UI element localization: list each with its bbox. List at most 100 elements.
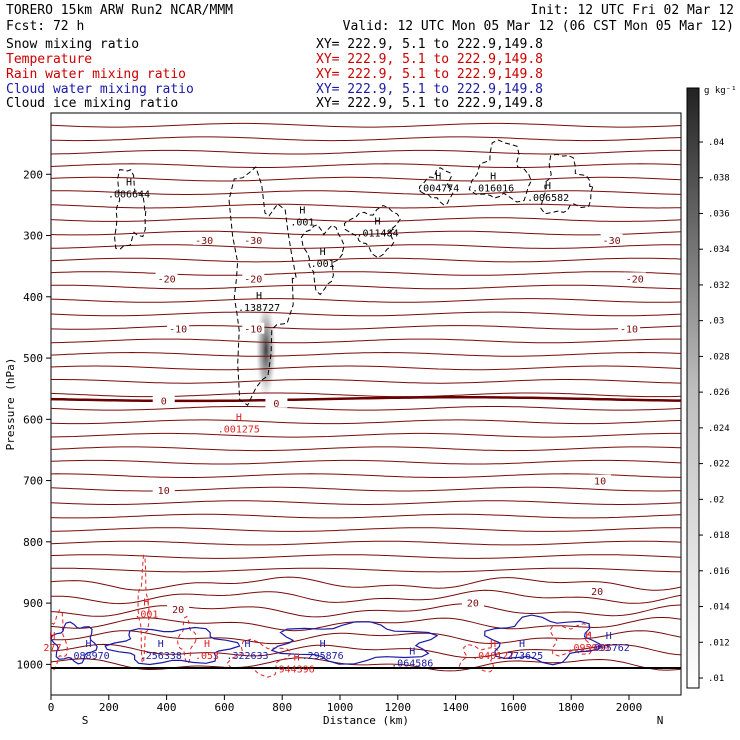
- isotherm-line: [51, 527, 681, 532]
- x-axis-label: Distance (km): [323, 714, 409, 727]
- cloud_water-maximum-marker: H: [320, 639, 326, 650]
- isotherm-line: [51, 284, 681, 290]
- plot-area: -30 -30 -30-20 -20 -20-10 -10 -100 01010202020 …: [43, 112, 682, 696]
- contour-labels: -30 -30 -30 -20 -20 -20 -10 -10 -10 0 0 10 10 20 20 20: [152, 233, 646, 616]
- rain-maximum-marker: H: [294, 652, 300, 663]
- y-tick-label: 800: [23, 536, 43, 549]
- field-name-snow: Snow mixing ratio: [6, 37, 139, 52]
- cloud_water-maximum-marker: H: [244, 639, 250, 650]
- isotherm-line: [51, 311, 681, 317]
- x-tick-label: 1600: [500, 701, 527, 714]
- rain-contour: [226, 638, 292, 678]
- rain-contour: [137, 554, 150, 664]
- contour-label-bg: [600, 233, 623, 245]
- contour-label-bg: [152, 394, 175, 406]
- temperature-contour-label: 0: [273, 399, 279, 410]
- temperature-contours: [51, 122, 681, 672]
- isotherm-line: [51, 554, 681, 559]
- snow-contour: [468, 139, 532, 203]
- cloud-water-contours: [51, 614, 601, 666]
- isotherm-line: [51, 500, 681, 505]
- contour-label-bg: [193, 233, 216, 245]
- rain-contour: [458, 644, 499, 673]
- header: TORERO 15km ARW Run2 NCAR/MMM Init: 12 U…: [0, 0, 740, 112]
- isotherm-line: [51, 567, 681, 573]
- snow-maximum-value: .001: [311, 259, 335, 270]
- cloud_water-maximum-marker: H: [606, 631, 612, 642]
- y-axis-label: Pressure (hPa): [4, 358, 17, 451]
- temperature-contour-label: -10: [620, 325, 638, 336]
- contour-label-bg: [623, 272, 646, 284]
- field-name-cloud-water: Cloud water mixing ratio: [6, 82, 194, 97]
- snow-maximum-value: .004774: [417, 184, 459, 195]
- contour-label-bg: [461, 596, 484, 608]
- x-tick-label: 800: [272, 701, 292, 714]
- temperature-contour-label: -20: [244, 274, 262, 285]
- isotherm-line: [51, 603, 681, 618]
- isotherm-line: [51, 136, 681, 142]
- temperature-contour-label: -10: [169, 325, 187, 336]
- colorbar-tick-label: .038: [708, 174, 730, 184]
- snow-contour: [114, 169, 147, 250]
- isotherm-line: [51, 230, 681, 236]
- init-time: Init: 12 UTC Fri 02 Mar 12: [531, 3, 735, 18]
- cloud_water-maximum-value: .088970: [67, 651, 109, 662]
- snow-maximum-value: .006582: [527, 193, 569, 204]
- cloud_water-maximum-marker: H: [519, 639, 525, 650]
- isotherm-line: [51, 589, 681, 605]
- contour-label-bg: [265, 396, 288, 408]
- snow-contours: [114, 139, 594, 406]
- temperature-contour-label: 0: [161, 396, 167, 407]
- isotherm-line: [51, 459, 681, 465]
- colorbar-tick-label: .028: [708, 352, 730, 362]
- rain-maximum-marker: H: [586, 631, 592, 642]
- temperature-contour-label: -20: [158, 274, 176, 285]
- cloud_water-maximum-value: .095762: [588, 643, 630, 654]
- snow-maximum-marker: H: [375, 216, 381, 227]
- temperature-contour-label: 20: [467, 598, 479, 609]
- cloud-water-contour: [484, 614, 601, 666]
- isotherm-line: [51, 257, 681, 263]
- rain-maximum-marker: H: [143, 597, 149, 608]
- temperature-contour-label: -30: [195, 236, 213, 247]
- cloud_water-maximum-marker: H: [86, 639, 92, 650]
- rain-maximum-value: .001: [134, 609, 158, 620]
- isotherm-line: [51, 176, 681, 182]
- temperature-contour-label: 20: [591, 587, 603, 598]
- y-axis-ticks: 200 300 400 500 600 700 800 900 1000: [17, 168, 51, 671]
- colorbar-unit: g kg⁻¹: [704, 86, 737, 96]
- contour-label-bg: [167, 603, 190, 615]
- isotherm-line: [51, 325, 681, 330]
- colorbar-tick-label: .022: [708, 460, 730, 470]
- snow-maximum-marker: H: [545, 181, 551, 192]
- rain-maximum-value: .095999: [567, 643, 609, 654]
- rain-contour: [51, 609, 68, 671]
- y-tick-label: 200: [23, 168, 43, 181]
- colorbar-tick-label: .014: [708, 603, 730, 613]
- y-tick-label: 600: [23, 413, 43, 426]
- snow-contour: [343, 204, 401, 259]
- temperature-contour-label: -30: [603, 236, 621, 247]
- isotherm-line: [51, 351, 681, 357]
- y-tick-label: 400: [23, 291, 43, 304]
- colorbar-tick-label: .01: [708, 674, 724, 684]
- maxima-labels: H.006644H.001H.001H.011484H.004774H.0160…: [43, 172, 629, 676]
- rain-maximum-marker: H: [490, 639, 496, 650]
- contour-label-bg: [589, 474, 612, 486]
- colorbar-ticks: .01 .012 .014 .016 .018 .02 .022 .024 .026 .028 .0…: [699, 138, 730, 684]
- rain-maximum-marker: H: [49, 631, 55, 642]
- colorbar-tick-label: .016: [708, 567, 730, 577]
- contour-label-bg: [152, 483, 175, 495]
- cloud_water-maximum-value: .064586: [391, 658, 433, 669]
- isotherm-line: [51, 379, 681, 384]
- temperature-contour-label: 10: [594, 477, 606, 488]
- field-name-cloud-ice: Cloud ice mixing ratio: [6, 96, 178, 111]
- snow-maximum-marker: H: [435, 172, 441, 183]
- rain-maximum-value: .001275: [218, 424, 260, 435]
- temperature-contour-label: 20: [172, 605, 184, 616]
- colorbar-tick-label: .036: [708, 209, 730, 219]
- colorbar-tick-label: .018: [708, 531, 730, 541]
- snow-contour: [540, 153, 594, 215]
